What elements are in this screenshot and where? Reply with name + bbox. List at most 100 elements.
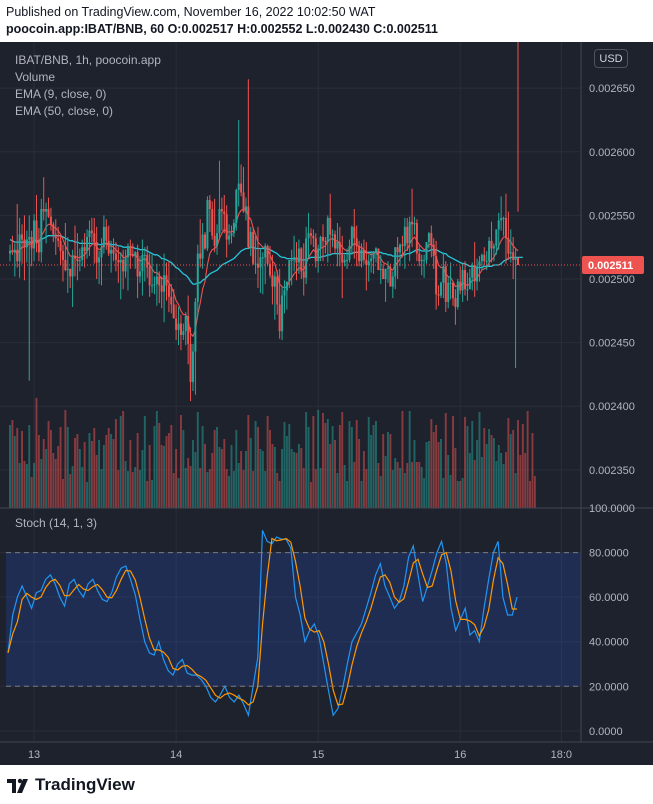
volume-bar [408, 411, 411, 508]
candle-body [401, 244, 404, 246]
volume-bar [271, 444, 274, 508]
candle-body [158, 276, 161, 286]
legend-volume[interactable]: Volume [15, 70, 56, 84]
candle-body [264, 245, 267, 258]
volume-bar [107, 428, 110, 508]
volume-bar [42, 439, 45, 508]
candle-body [95, 242, 98, 263]
candle-body [468, 277, 471, 290]
volume-bar [336, 473, 339, 508]
candle-body [153, 284, 156, 286]
candle-body [297, 248, 300, 263]
volume-bar [196, 412, 199, 508]
candles [8, 42, 520, 402]
candle-body [331, 234, 334, 236]
candle-body [293, 257, 296, 260]
candle-body [492, 245, 495, 249]
volume-bar [100, 469, 103, 508]
candle-body [33, 220, 36, 249]
volume-bar [300, 448, 303, 508]
candle-body [326, 217, 329, 243]
volume-bar [281, 449, 284, 508]
volume-bar [187, 458, 190, 508]
volume-bar [49, 430, 52, 508]
legend-ema50[interactable]: EMA (50, close, 0) [15, 104, 114, 118]
stoch-tick-label: 80.0000 [589, 548, 629, 560]
volume-bar [504, 452, 507, 508]
candle-body [273, 276, 276, 287]
volume-bar [146, 481, 149, 508]
candle-body [261, 257, 264, 259]
candle-body [389, 267, 392, 287]
volume-bar [353, 462, 356, 508]
candle-body [365, 259, 368, 266]
candle-body [309, 233, 312, 236]
candle-body [242, 192, 245, 212]
volume-bar [461, 478, 464, 508]
candle-body [435, 256, 438, 295]
candle-body [399, 244, 402, 253]
candle-body [507, 238, 510, 254]
volume-bar [459, 481, 462, 508]
volume-bar [473, 460, 476, 508]
candle-body [167, 285, 170, 297]
candle-body [218, 209, 221, 234]
volume-bar [28, 425, 31, 508]
volume-bar [478, 412, 481, 508]
volume-bar [88, 433, 91, 508]
volume-bar [355, 420, 358, 508]
volume-bar [13, 436, 16, 508]
candle-body [170, 296, 173, 305]
volume-bar [54, 459, 57, 508]
volume-bar [454, 448, 457, 508]
candle-body [100, 247, 103, 258]
candle-body [338, 242, 341, 255]
volume-bar [225, 469, 228, 508]
volume-bar [235, 430, 238, 508]
stoch-tick-label: 0.0000 [589, 726, 623, 738]
volume-bar [471, 421, 474, 508]
stoch-d-line [7, 537, 517, 706]
legend-symbol[interactable]: IBAT/BNB, 1h, poocoin.app [15, 53, 161, 67]
candle-body [141, 254, 144, 272]
legend-stoch[interactable]: Stoch (14, 1, 3) [15, 516, 98, 530]
price-tick-label: 0.002500 [589, 274, 635, 286]
candle-body [459, 281, 462, 291]
chart-frame[interactable]: 0.002650 0.002600 0.002550 0.002500 0.002450… [0, 42, 653, 765]
last-price-label: 0.002511 [588, 260, 633, 272]
volume-bar [266, 416, 269, 508]
volume-bar [90, 441, 93, 508]
candle-body [23, 239, 26, 248]
candle-body [288, 259, 291, 282]
volume-bar [83, 442, 86, 508]
candle-body [461, 270, 464, 291]
candle-body [211, 209, 214, 236]
candle-body [321, 237, 324, 241]
volume-bar [242, 470, 245, 508]
candle-body [244, 206, 247, 212]
volume-bar [399, 468, 401, 508]
volume-bar [295, 453, 298, 508]
volume-bar [184, 468, 187, 508]
volume-bar [216, 427, 219, 508]
stoch-k-line [7, 530, 518, 718]
tradingview-logo[interactable]: TradingView [7, 775, 135, 795]
time-tick-label: 13 [28, 749, 40, 761]
volume-bar [105, 435, 108, 508]
volume-bar [136, 433, 139, 508]
legend-ema9[interactable]: EMA (9, close, 0) [15, 87, 107, 101]
candle-body [437, 294, 440, 296]
volume-bar [476, 440, 479, 508]
volume-bar [370, 435, 373, 508]
price-tick-label: 0.002350 [589, 465, 635, 477]
chart-canvas[interactable]: 0.002650 0.002600 0.002550 0.002500 0.002450… [0, 42, 653, 765]
volume-bar [326, 419, 329, 508]
candle-body [66, 268, 69, 271]
candle-body [307, 233, 310, 239]
currency-button[interactable]: USD [594, 49, 628, 68]
volume-bar [182, 430, 185, 508]
volume-bar [110, 434, 113, 508]
candle-body [71, 256, 74, 277]
volume-bar [343, 465, 346, 508]
candle-body [488, 240, 491, 262]
